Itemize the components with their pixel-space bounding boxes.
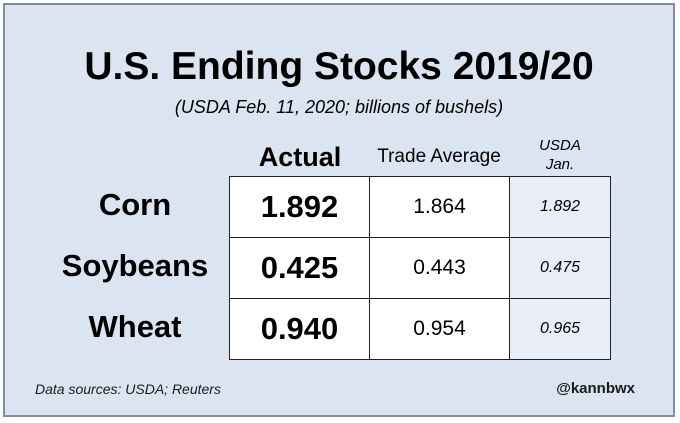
table-row: 0.940 0.954 0.965: [229, 298, 611, 360]
page-title: U.S. Ending Stocks 2019/20: [84, 45, 594, 88]
cell-usda-jan: 0.965: [509, 298, 611, 360]
table-row: 1.892 1.864 1.892: [229, 176, 611, 238]
cell-actual: 1.892: [229, 176, 370, 238]
page-subtitle: (USDA Feb. 11, 2020; billions of bushels…: [174, 97, 504, 117]
cell-trade-average: 0.954: [369, 298, 510, 360]
table-row: 0.425 0.443 0.475: [229, 237, 611, 299]
author-handle: @kannbwx: [556, 380, 635, 397]
row-label-wheat: Wheat: [88, 309, 182, 344]
cell-actual: 0.940: [229, 298, 370, 360]
data-source-note: Data sources: USDA; Reuters: [35, 381, 221, 397]
stocks-card: U.S. Ending Stocks 2019/20 (USDA Feb. 11…: [3, 3, 675, 417]
row-label-corn: Corn: [98, 187, 172, 222]
cell-usda-jan: 0.475: [509, 237, 611, 299]
row-label-soybeans: Soybeans: [61, 248, 209, 283]
column-header-actual: Actual: [258, 142, 342, 172]
cell-trade-average: 1.864: [369, 176, 510, 238]
column-header-usda-line1: USDA: [539, 137, 581, 154]
stocks-table: 1.892 1.864 1.892 0.425 0.443 0.475 0.94…: [229, 176, 611, 360]
cell-trade-average: 0.443: [369, 237, 510, 299]
column-header-usda-jan: USDA Jan.: [510, 136, 610, 174]
cell-actual: 0.425: [229, 237, 370, 299]
column-header-trade-average: Trade Average: [377, 146, 501, 167]
column-header-usda-line2: Jan.: [545, 156, 575, 173]
cell-usda-jan: 1.892: [509, 176, 611, 238]
